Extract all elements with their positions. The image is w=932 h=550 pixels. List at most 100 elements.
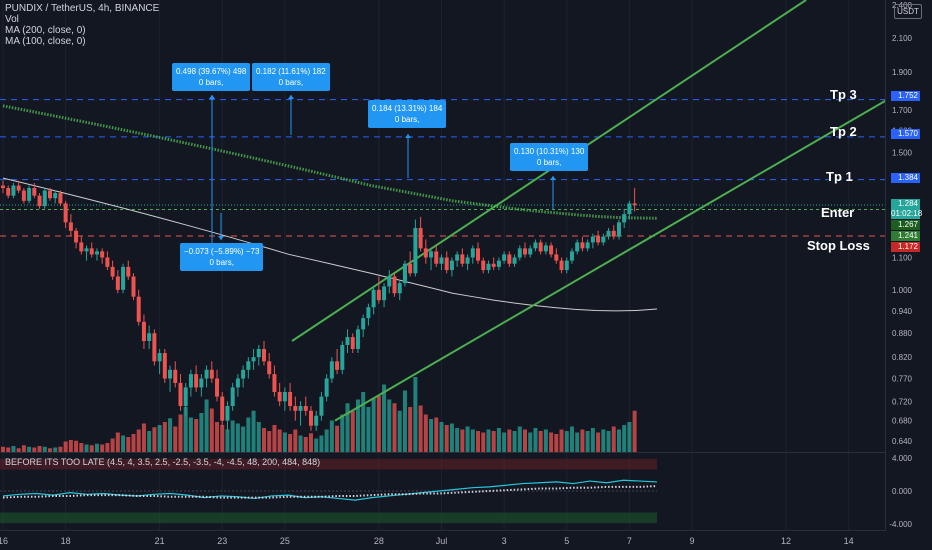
volume-bar xyxy=(136,429,141,452)
candle-body xyxy=(209,369,214,379)
volume-bar xyxy=(162,422,167,452)
candle-body xyxy=(616,222,621,237)
tp2-label: Tp 2 xyxy=(830,124,857,139)
bar-countdown: 01:02:18 xyxy=(891,209,923,219)
candle-body xyxy=(528,248,533,255)
candle-body xyxy=(324,378,329,397)
tp1-price-tag: 1.384 xyxy=(891,173,920,183)
candle-body xyxy=(371,289,376,308)
measure-arrow-5-head xyxy=(218,236,224,240)
volume-bar xyxy=(308,433,313,452)
volume-bar xyxy=(392,403,397,452)
candle-body xyxy=(262,348,266,362)
volume-bar xyxy=(408,407,413,452)
measure-arrow-2-head xyxy=(288,95,294,99)
measure-arrow-3-head xyxy=(405,134,411,138)
channel-lower-line xyxy=(334,97,891,422)
candle-body xyxy=(444,257,449,271)
volume-bar xyxy=(449,423,454,452)
candle-body xyxy=(517,248,522,258)
measure-box-1[interactable]: 0.498 (39.67%) 498 0 bars, xyxy=(172,63,251,91)
volume-bar xyxy=(575,432,580,452)
measure-box-5[interactable]: −0.073 (−5.89%) −73 0 bars, xyxy=(180,243,264,271)
volume-bar xyxy=(241,426,246,452)
volume-bar xyxy=(434,417,439,452)
candle-body xyxy=(194,374,199,388)
volume-bar xyxy=(470,429,475,452)
volume-bar xyxy=(314,438,319,452)
oscillator-tick-2: -4.000 xyxy=(889,520,912,529)
chart-legend: PUNDIX / TetherUS, 4h, BINANCE Vol MA (2… xyxy=(5,3,159,47)
candle-body xyxy=(314,415,319,426)
candle-body xyxy=(361,318,366,330)
volume-bar xyxy=(131,434,136,452)
enter-price-tag: 1.267 xyxy=(891,220,920,230)
time-tick-8: 5 xyxy=(564,536,569,546)
candle-body xyxy=(569,251,574,261)
volume-bar xyxy=(345,403,350,452)
volume-indicator-label[interactable]: Vol xyxy=(5,14,19,25)
candle-body xyxy=(611,230,616,237)
volume-bar xyxy=(554,434,559,452)
measure-box-2[interactable]: 0.182 (11.61%) 182 0 bars, xyxy=(252,63,330,91)
volume-bar xyxy=(68,440,73,452)
candle-body xyxy=(455,254,460,261)
ma100-indicator-label[interactable]: MA (100, close, 0) xyxy=(5,36,86,47)
candle-body xyxy=(470,248,475,258)
volume-bar xyxy=(622,425,627,452)
ma100-line xyxy=(2,104,658,220)
candle-body xyxy=(293,406,298,411)
oscillator-label[interactable]: BEFORE ITS TOO LATE (4.5, 4, 3.5, 2.5, -… xyxy=(5,457,321,467)
volume-bar xyxy=(439,422,444,452)
candle-body xyxy=(246,361,251,370)
candle-body xyxy=(449,260,454,271)
volume-bar xyxy=(350,410,355,452)
measure-box-4-line2: 0 bars, xyxy=(536,158,562,167)
symbol-title[interactable]: PUNDIX / TetherUS, 4h, BINANCE xyxy=(5,3,160,14)
currency-badge[interactable]: USDT xyxy=(894,4,922,19)
tp3-price-tag: 1.752 xyxy=(891,91,920,101)
volume-bar xyxy=(21,445,26,452)
volume-bar xyxy=(324,429,329,452)
candle-body xyxy=(204,369,209,379)
candle-body xyxy=(147,333,152,342)
measure-box-3[interactable]: 0.184 (13.31%) 184 0 bars, xyxy=(368,100,447,128)
volume-bar xyxy=(256,422,261,452)
price-tick-11: 0.720 xyxy=(892,397,913,406)
volume-bar xyxy=(564,431,569,452)
volume-bar xyxy=(335,425,340,452)
measure-box-1-line2: 0 bars, xyxy=(198,78,224,87)
ma200-indicator-label[interactable]: MA (200, close, 0) xyxy=(5,25,86,36)
measure-arrow-4-head xyxy=(550,176,556,180)
volume-bar xyxy=(209,408,214,452)
candle-body xyxy=(434,251,439,264)
volume-bar xyxy=(115,432,120,452)
candle-body xyxy=(215,378,220,397)
candle-body xyxy=(413,227,418,274)
volume-bar xyxy=(251,410,256,452)
candle-body xyxy=(502,254,507,261)
candle-body xyxy=(126,266,131,277)
volume-bar xyxy=(319,435,324,452)
price-axis xyxy=(886,0,932,550)
candle-body xyxy=(507,254,512,264)
candle-body xyxy=(402,263,407,284)
price-tick-8: 0.880 xyxy=(892,329,913,338)
volume-bar xyxy=(382,384,387,452)
volume-bar xyxy=(288,434,293,452)
stop-price-tag: 1.172 xyxy=(891,242,920,252)
measure-box-4[interactable]: 0.130 (10.31%) 130 0 bars, xyxy=(510,143,589,171)
time-tick-9: 7 xyxy=(627,536,632,546)
candle-body xyxy=(58,193,63,204)
volume-bar xyxy=(152,427,157,452)
oscillator-tick-0: 4.000 xyxy=(892,454,913,463)
candle-body xyxy=(131,276,136,297)
price-tick-2: 1.700 xyxy=(892,106,913,115)
candle-body xyxy=(100,251,105,258)
volume-bar xyxy=(585,431,590,452)
price-tick-7: 0.940 xyxy=(892,307,913,316)
tp3-label: Tp 3 xyxy=(830,87,857,102)
candle-body xyxy=(173,369,178,383)
